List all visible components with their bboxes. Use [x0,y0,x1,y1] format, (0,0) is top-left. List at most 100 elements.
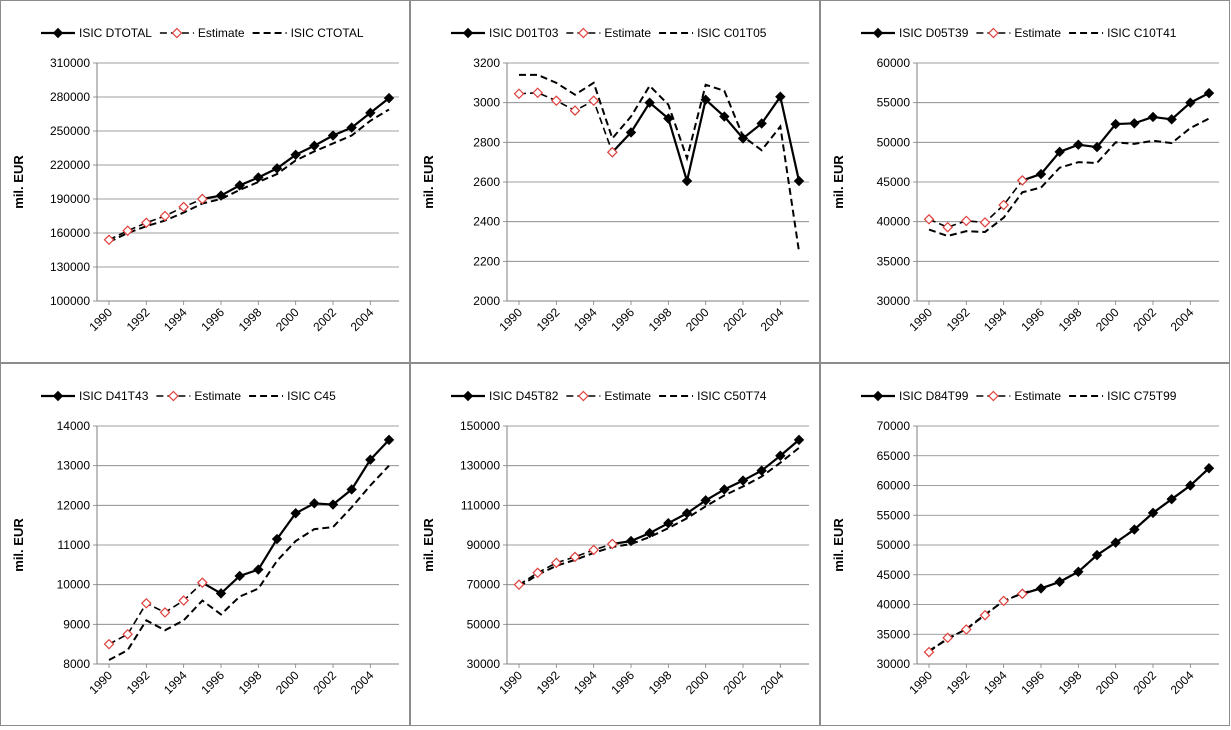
y-tick-label: 10000 [57,578,91,592]
estimate-point [606,146,618,158]
chart-panel: 30000 35000 40000 45000 50000 55000 60000 65000… [820,363,1230,726]
estimate-point [196,193,208,205]
x-tick-label: 2004 [758,668,787,697]
data-point [719,484,730,495]
data-point [681,508,693,519]
data-point [1073,566,1084,577]
x-tick-label: 1994 [161,305,190,334]
y-tick-label: 90000 [467,538,501,552]
x-tick-label: 1998 [1056,668,1085,697]
line-chart: 8000 9000 10000 11000 12000 13000 14000 1990 199… [11,389,399,697]
data-point [1110,537,1121,548]
data-point [365,454,376,465]
data-point [644,97,655,108]
y-tick-label: 60000 [877,56,911,70]
y-tick-label: 130000 [50,260,90,274]
chart-panel: 2000 2200 2400 2600 2800 3000 3200 1990 1992 1994… [410,0,820,363]
data-point [1110,118,1121,130]
y-tick-label: 70000 [467,578,501,592]
series-line-isic-c45 [108,464,390,661]
series-line-isic-c10t41 [928,117,1210,237]
x-tick-label: 1992 [124,305,153,334]
data-point [327,499,339,510]
data-point [1185,480,1196,491]
y-axis-title: mil. EUR [421,518,436,572]
line-chart: 30000 35000 40000 45000 50000 55000 60000 65000… [831,389,1219,697]
x-tick-label: 2002 [1130,305,1159,334]
data-point [290,149,301,161]
data-point [663,113,674,124]
data-point [365,107,376,119]
data-point [663,517,674,529]
chart-panel: 100000 130000 160000 190000 220000 250000 2800… [0,0,410,363]
y-tick-label: 35000 [877,254,911,268]
estimate-point [122,628,134,640]
y-tick-label: 60000 [877,479,911,493]
x-tick-label: 1996 [1018,305,1047,334]
data-point [253,172,264,183]
estimate-point [513,88,525,100]
legend-label: Estimate [1014,389,1061,403]
data-point [1185,97,1196,108]
x-tick-label: 1990 [86,668,115,697]
x-tick-label: 1998 [236,668,265,697]
y-tick-label: 11000 [58,538,91,552]
data-point [1054,576,1065,588]
legend-label: Estimate [604,26,651,40]
y-tick-label: 2600 [473,175,500,189]
y-tick-label: 220000 [50,158,90,172]
estimate-point [140,597,152,609]
data-point [793,175,805,187]
x-tick-label: 1996 [608,668,637,697]
data-point [737,475,749,486]
x-tick-label: 2000 [273,668,302,697]
legend-label: ISIC C45 [287,389,336,403]
estimate-point [588,95,600,107]
data-point [271,163,283,174]
x-tick-label: 1990 [496,668,525,697]
data-point [775,91,786,102]
y-axis-title: mil. EUR [11,518,26,572]
y-tick-label: 30000 [877,657,911,671]
x-tick-label: 2000 [1093,305,1122,334]
x-tick-label: 1998 [646,305,675,334]
estimate-point [159,210,171,222]
legend-marker [988,27,999,39]
series-line-isic-c50t74 [518,447,800,588]
y-tick-label: 30000 [877,294,911,308]
data-point [625,535,637,547]
data-point [700,495,711,506]
y-axis-title: mil. EUR [11,155,26,209]
legend-label: ISIC DTOTAL [79,26,152,40]
x-tick-label: 1996 [608,305,637,334]
data-point [1035,583,1047,594]
x-tick-label: 1992 [534,668,563,697]
data-point [681,175,693,187]
legend-label: ISIC CTOTAL [291,26,364,40]
x-tick-label: 1998 [1056,305,1085,334]
estimate-point [960,215,972,227]
x-tick-label: 2004 [758,305,787,334]
y-tick-label: 35000 [877,627,911,641]
y-tick-label: 310000 [50,56,90,70]
estimate-point [1016,588,1028,600]
x-tick-label: 2000 [683,305,712,334]
y-tick-label: 160000 [50,226,90,240]
line-chart: 30000 50000 70000 90000 110000 130000 150000 19… [421,389,809,697]
series-line-isic-d01t03 [611,94,801,186]
y-tick-label: 14000 [57,419,91,433]
series-line-isic-d45t82 [612,439,800,546]
estimate-point [942,221,954,233]
data-point [719,111,730,122]
estimate-point [140,217,152,229]
y-tick-label: 65000 [877,449,911,463]
y-tick-label: 3200 [473,56,500,70]
x-tick-label: 1996 [1018,668,1047,697]
y-tick-label: 9000 [63,617,90,631]
estimate-point [550,95,562,107]
estimate-point [606,538,618,550]
x-tick-label: 2000 [683,668,712,697]
data-point [346,122,357,133]
data-point [737,133,749,144]
y-tick-label: 130000 [460,459,500,473]
